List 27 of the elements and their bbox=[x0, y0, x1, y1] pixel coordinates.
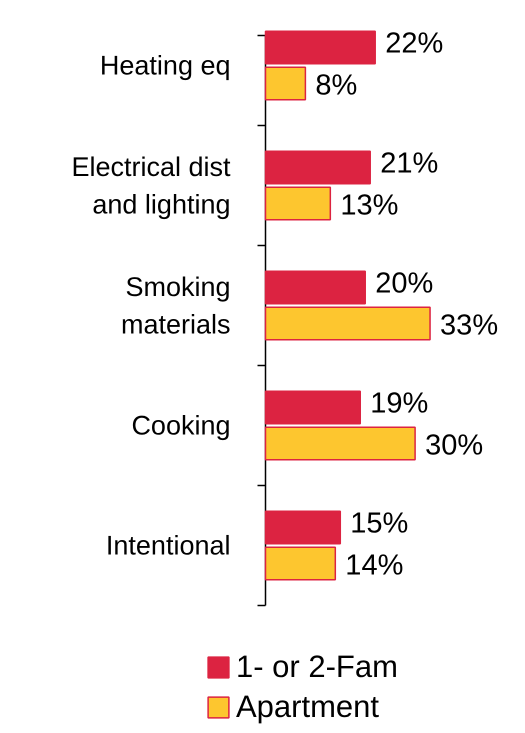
data-label: 13% bbox=[340, 190, 398, 222]
bar bbox=[264, 150, 371, 184]
legend-label: Apartment bbox=[236, 689, 380, 725]
y-tick-label: Smoking materials bbox=[120, 272, 230, 340]
data-label: 19% bbox=[370, 388, 428, 420]
y-tick-label: Intentional bbox=[106, 530, 231, 560]
bar bbox=[264, 510, 342, 544]
bar bbox=[264, 306, 431, 340]
bar bbox=[264, 270, 366, 304]
data-label: 33% bbox=[440, 310, 498, 342]
data-label: 8% bbox=[315, 70, 358, 102]
bar bbox=[264, 30, 376, 64]
data-label: 20% bbox=[375, 268, 434, 300]
data-label: 30% bbox=[425, 430, 484, 462]
y-tick-label: Electrical dist and lighting bbox=[71, 152, 231, 220]
data-label: 15% bbox=[350, 508, 408, 540]
data-label: 21% bbox=[380, 148, 438, 180]
data-label: 22% bbox=[385, 28, 444, 60]
legend-label: 1- or 2-Fam bbox=[236, 649, 398, 685]
y-tick-label: Cooking bbox=[131, 410, 230, 440]
bar bbox=[264, 426, 416, 460]
data-label: 14% bbox=[345, 550, 404, 582]
bar bbox=[264, 186, 332, 220]
bar bbox=[264, 66, 306, 100]
bar bbox=[264, 546, 336, 580]
y-tick-label: Heating eq bbox=[100, 50, 231, 80]
bar bbox=[264, 390, 361, 424]
